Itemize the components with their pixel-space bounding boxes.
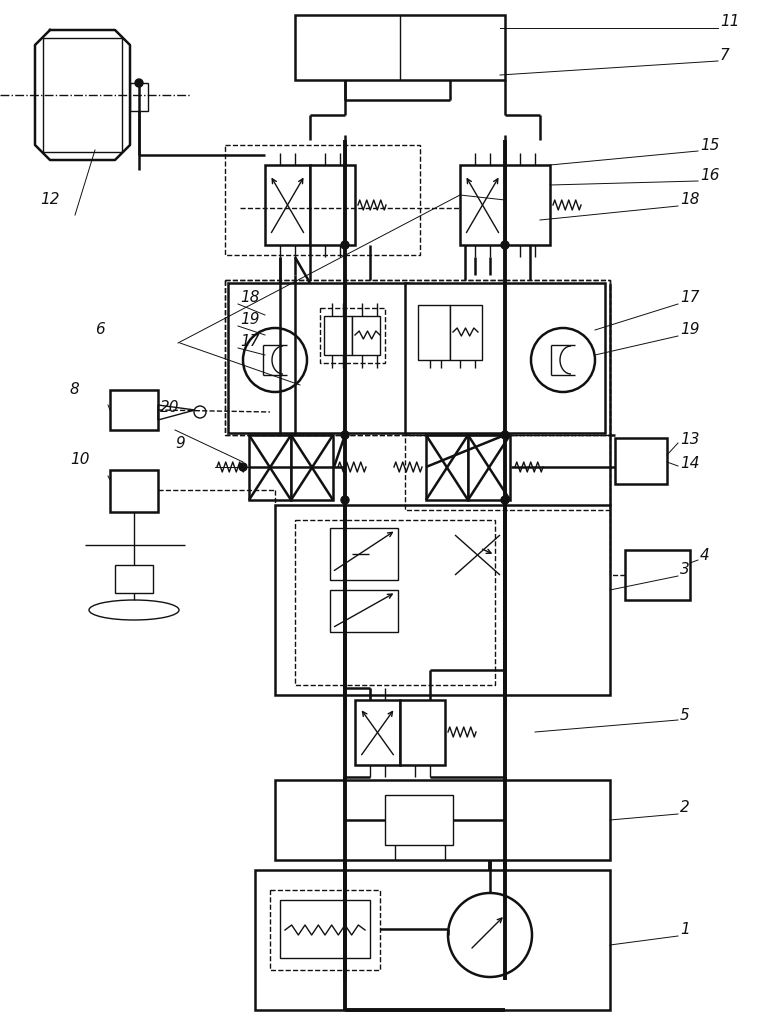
Text: 4: 4 (700, 547, 710, 562)
Bar (291, 435, 333, 500)
Text: 14: 14 (680, 456, 700, 470)
Bar (426, 435, 468, 500)
Circle shape (239, 463, 247, 472)
Circle shape (501, 241, 509, 249)
Bar (418, 305, 450, 360)
Bar (405, 283, 605, 433)
Bar (385, 795, 453, 845)
Bar (280, 900, 370, 957)
Text: 19: 19 (240, 312, 260, 328)
Bar (115, 565, 153, 594)
Bar (450, 305, 482, 360)
Bar (405, 435, 610, 510)
Bar (625, 550, 690, 600)
Text: 15: 15 (700, 138, 719, 152)
Bar (275, 780, 610, 860)
Bar (352, 316, 380, 355)
Bar (225, 280, 610, 435)
Bar (270, 890, 380, 970)
Text: 18: 18 (240, 291, 260, 305)
Text: 2: 2 (680, 800, 690, 816)
Text: 8: 8 (70, 383, 80, 397)
Text: 3: 3 (680, 562, 690, 578)
Text: 17: 17 (240, 335, 260, 349)
Text: 20: 20 (160, 400, 179, 416)
Text: 10: 10 (70, 453, 90, 467)
Bar (43, 38, 122, 152)
Bar (468, 435, 510, 500)
Bar (355, 700, 400, 765)
Bar (295, 520, 495, 685)
Circle shape (135, 79, 143, 87)
Bar (615, 438, 667, 484)
Text: 1: 1 (680, 922, 690, 938)
Bar (295, 16, 505, 80)
Circle shape (501, 496, 509, 504)
Bar (400, 700, 445, 765)
Bar (130, 83, 148, 111)
Text: 19: 19 (680, 323, 700, 337)
Bar (228, 283, 408, 433)
Bar (460, 165, 505, 245)
Bar (225, 145, 420, 255)
Bar (225, 280, 610, 435)
Text: 9: 9 (175, 435, 185, 451)
Bar (110, 390, 158, 430)
Text: 18: 18 (680, 192, 700, 208)
Circle shape (501, 431, 509, 439)
Text: 13: 13 (680, 432, 700, 448)
Circle shape (341, 431, 349, 439)
Circle shape (341, 496, 349, 504)
Text: 5: 5 (680, 707, 690, 723)
Bar (320, 308, 385, 363)
Text: 7: 7 (720, 48, 730, 62)
Bar (110, 470, 158, 512)
Bar (324, 316, 352, 355)
Text: 17: 17 (680, 291, 700, 305)
Text: 16: 16 (700, 168, 719, 182)
Bar (310, 165, 355, 245)
Bar (330, 528, 398, 580)
Bar (265, 165, 310, 245)
Bar (255, 870, 610, 1010)
Text: 12: 12 (40, 192, 59, 208)
Bar (275, 505, 610, 695)
Text: 11: 11 (720, 14, 739, 30)
Bar (505, 165, 550, 245)
Text: 6: 6 (95, 323, 105, 337)
Bar (249, 435, 291, 500)
Bar (330, 590, 398, 632)
Circle shape (341, 241, 349, 249)
